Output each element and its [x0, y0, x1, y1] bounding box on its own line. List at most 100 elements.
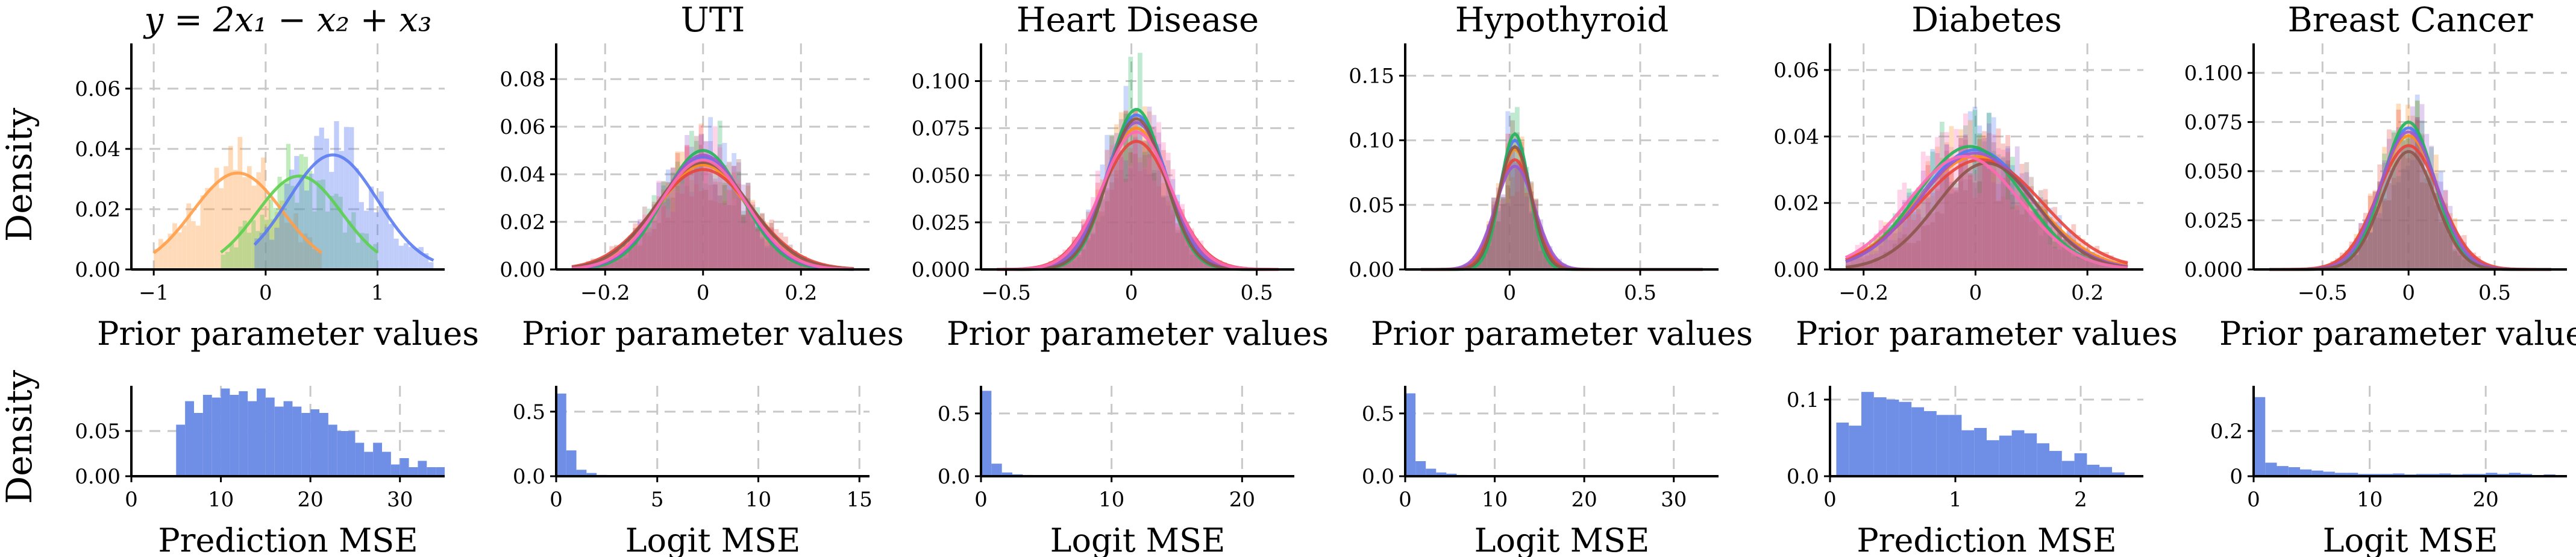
x-tick-label: 0: [2247, 488, 2260, 512]
histogram-bar: [2462, 260, 2467, 269]
histogram-bar: [685, 145, 689, 269]
histogram-bar: [783, 257, 788, 269]
histogram-bar: [1109, 189, 1114, 269]
histogram-bar: [2057, 221, 2062, 269]
histogram-bar: [1944, 174, 1949, 269]
x-tick-label: 0: [1125, 281, 1138, 305]
histogram-bar: [2424, 178, 2430, 269]
histogram-bar: [1175, 230, 1180, 269]
histogram-bar: [1170, 179, 1176, 269]
mse-bar: [1974, 427, 1987, 476]
histogram-bar: [788, 257, 793, 269]
histogram-bar: [1515, 107, 1520, 269]
histogram-bar: [1515, 192, 1520, 269]
histogram-bar: [670, 167, 675, 269]
histogram-bar: [614, 256, 619, 269]
histogram-bar: [1996, 166, 2001, 269]
histogram-bar: [1916, 204, 1921, 269]
histogram-bar: [1958, 129, 1963, 269]
histogram-bar: [277, 177, 282, 269]
histogram-bar: [2052, 248, 2057, 269]
histogram-bar: [647, 219, 652, 269]
histogram-bar: [703, 153, 709, 269]
x-axis-label: Prior parameter values: [2219, 315, 2576, 353]
histogram-bar: [689, 169, 694, 269]
histogram-bar: [2029, 177, 2034, 269]
histogram-bar: [680, 169, 685, 269]
density-panel-4: −0.2 0 0.2 0.00 0.02 0.04 0.06 Prior parameter …: [1773, 1, 2178, 353]
series-bars-0: [572, 117, 854, 269]
histogram-bar: [788, 262, 793, 269]
histogram-bar: [1519, 159, 1525, 269]
histogram-bar: [2029, 212, 2034, 269]
histogram-bar: [717, 195, 722, 269]
histogram-bar: [1114, 160, 1119, 269]
histogram-bar: [2410, 160, 2415, 269]
histogram-bar: [342, 232, 348, 269]
histogram-bar: [2419, 133, 2425, 269]
histogram-bar: [1152, 170, 1157, 269]
histogram-bar: [745, 198, 751, 269]
histogram-bar: [1500, 197, 1506, 269]
histogram-bar: [713, 201, 718, 269]
histogram-bar: [1954, 129, 1959, 269]
histogram-bar: [1935, 212, 1940, 269]
x-tick-label: 5: [651, 488, 664, 512]
histogram-bar: [764, 227, 769, 269]
histogram-bar: [2372, 191, 2378, 269]
histogram-bar: [703, 171, 709, 269]
density-curve-1: [1421, 147, 1703, 271]
mse-bar: [1886, 399, 1899, 476]
histogram-bar: [1529, 211, 1534, 269]
histogram-bar: [2019, 188, 2025, 269]
histogram-bar: [1991, 169, 1996, 269]
histogram-bar: [1109, 135, 1114, 269]
histogram-bar: [1062, 262, 1067, 269]
histogram-bar: [1156, 122, 1161, 269]
histogram-bar: [172, 223, 177, 269]
histogram-bar: [689, 169, 694, 269]
x-tick-label: 0.2: [2071, 281, 2104, 305]
histogram-bar: [1482, 255, 1487, 269]
histogram-bar: [1850, 255, 1855, 269]
histogram-bar: [269, 239, 275, 269]
histogram-bar: [2429, 187, 2434, 269]
histogram-bar: [1133, 110, 1138, 270]
histogram-bar: [1071, 260, 1077, 269]
histogram-bar: [736, 159, 741, 269]
histogram-bar: [177, 232, 182, 269]
histogram-bar: [1996, 154, 2001, 269]
histogram-bar: [1142, 141, 1147, 269]
histogram-bar: [1519, 160, 1525, 269]
histogram-bar: [1152, 180, 1157, 269]
density-panel-3: 0 0.5 0.00 0.05 0.10 0.15 Prior parameter valu…: [1349, 1, 1753, 353]
density-curve-5: [1845, 161, 2128, 269]
histogram-bar: [2471, 260, 2477, 269]
histogram-bar: [1519, 136, 1525, 269]
histogram-bar: [619, 259, 624, 269]
histogram-bar: [1180, 222, 1185, 269]
histogram-bar: [722, 143, 727, 269]
histogram-bar: [2372, 214, 2378, 269]
histogram-bar: [698, 124, 704, 269]
histogram-bar: [2396, 182, 2401, 269]
histogram-bar: [769, 242, 774, 269]
x-tick-label: −0.2: [1838, 281, 1888, 305]
histogram-bar: [750, 211, 756, 269]
histogram-bar: [1510, 151, 1515, 269]
mse-bar: [1999, 435, 2012, 476]
histogram-bar: [1165, 160, 1171, 269]
histogram-bar: [2410, 154, 2415, 269]
histogram-bar: [2372, 217, 2378, 269]
histogram-bar: [1907, 200, 1912, 269]
mse-panel-0: 0 10 20 30 0.00 0.05 Prediction MSE: [75, 386, 445, 557]
histogram-bar: [1091, 221, 1095, 269]
histogram-bar: [2471, 262, 2477, 269]
histogram-bar: [1869, 263, 1874, 269]
histogram-bar: [1076, 245, 1082, 269]
histogram-bar: [1067, 260, 1072, 269]
histogram-bar: [727, 205, 732, 269]
histogram-bar: [1958, 137, 1963, 269]
histogram-bar: [230, 244, 234, 269]
density-curve-3: [571, 168, 854, 271]
